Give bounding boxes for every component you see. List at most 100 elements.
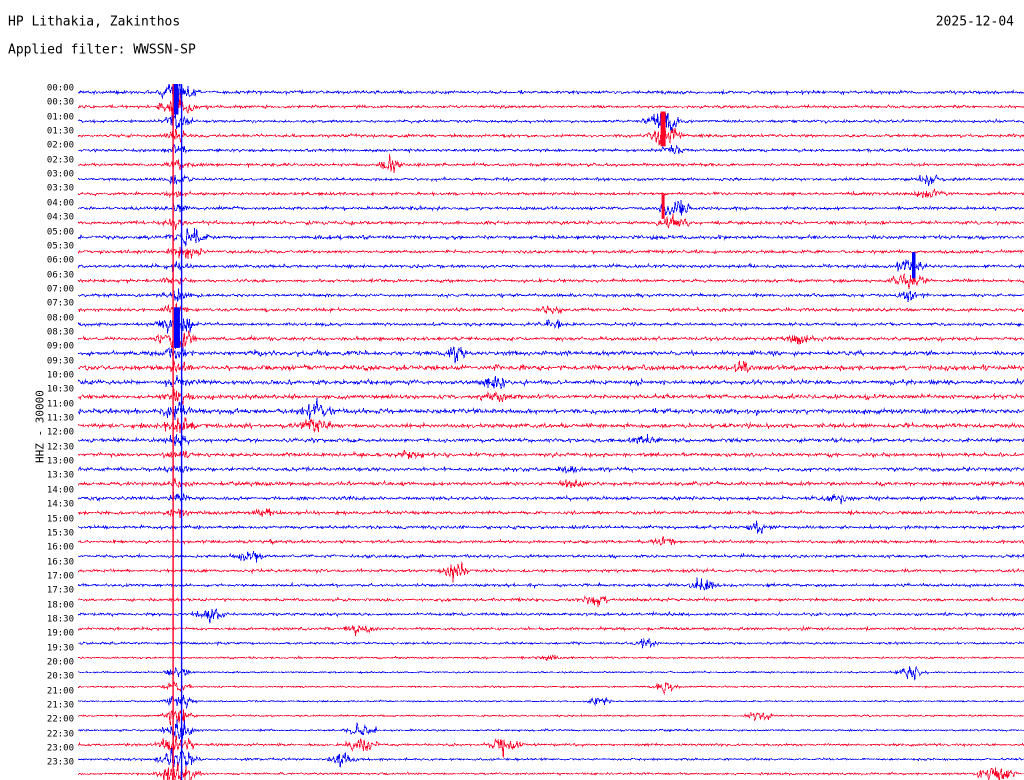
y-tick-label: 05:30 [46,241,74,252]
trace-row [78,550,1024,563]
trace-row [78,258,1024,274]
trace-row [78,465,1024,474]
trace-row [78,536,1024,546]
y-tick-label: 13:30 [46,470,74,481]
trace-row [78,153,1024,174]
y-tick-label: 00:00 [46,83,74,94]
header: HP Lithakia, Zakinthos 2025-12-04 Applie… [0,0,1024,78]
y-tick-label: 06:30 [46,270,74,281]
y-tick-label: 03:00 [46,169,74,180]
trace-row [78,389,1024,405]
y-tick-label: 14:30 [46,499,74,510]
trace-row [78,397,1024,421]
y-tick-label: 21:30 [46,700,74,711]
y-tick-label: 22:30 [46,729,74,740]
y-tick-label: 01:30 [46,126,74,137]
y-tick-label: 16:00 [46,542,74,553]
page-title: HP Lithakia, Zakinthos [8,14,181,30]
trace-row [78,719,1024,744]
trace-row [78,127,1024,146]
y-tick-label: 19:00 [46,628,74,639]
y-tick-label: 13:00 [46,456,74,467]
y-tick-label: 19:30 [46,643,74,654]
trace-row [78,477,1024,489]
trace-row [78,302,1024,316]
trace-row [78,624,1024,637]
y-tick-label: 11:30 [46,413,74,424]
trace-row [78,595,1024,607]
trace-row [78,665,1024,681]
y-tick-label: 20:30 [46,671,74,682]
y-tick-label: 15:30 [46,528,74,539]
trace-row [78,709,1024,727]
y-tick-label: 20:00 [46,657,74,668]
trace-row [78,174,1024,186]
y-tick-label: 17:30 [46,585,74,596]
y-tick-label: 12:00 [46,427,74,438]
clipped-event-spike [661,194,665,219]
y-tick-label: 23:00 [46,743,74,754]
clipped-event-spike [660,111,666,147]
trace-row [78,93,1024,116]
trace-row [78,694,1024,709]
y-tick-label: 18:30 [46,614,74,625]
trace-row [78,227,1024,247]
trace-row [78,638,1024,649]
header-filter: Applied filter: WWSSN-SP [8,42,196,58]
y-tick-label: 09:00 [46,341,74,352]
y-tick-label: 17:00 [46,571,74,582]
trace-row [78,112,1024,134]
trace-row [78,273,1024,289]
y-tick-label: 09:30 [46,356,74,367]
y-tick-label: 23:30 [46,757,74,768]
trace-row [78,735,1024,759]
trace-row [78,434,1024,446]
y-tick-label: 10:30 [46,384,74,395]
header-date: 2025-12-04 [935,14,1014,30]
y-tick-label: 22:00 [46,714,74,725]
trace-row [78,762,1024,780]
y-tick-label: 10:00 [46,370,74,381]
y-tick-label: 06:00 [46,255,74,266]
trace-row [78,188,1024,199]
y-tick-label: 01:00 [46,112,74,123]
trace-row [78,508,1024,519]
y-tick-label: 00:30 [46,97,74,108]
trace-row [78,199,1024,216]
clipped-event-spike [172,84,174,780]
trace-row [78,360,1024,374]
clipped-event-spike [912,252,916,279]
y-tick-label: 03:30 [46,183,74,194]
trace-row [78,325,1024,350]
trace-row [78,520,1024,534]
trace-row [78,375,1024,390]
y-tick-label: 18:00 [46,600,74,611]
trace-row [78,654,1024,661]
y-tick-label: 02:30 [46,155,74,166]
clipped-event-spike [173,307,180,348]
trace-row [78,143,1024,155]
y-axis-ticks: 00:00 00:30 01:00 01:30 02:00 02:30 03:00 03:30… [0,0,78,780]
trace-row [78,747,1024,770]
y-tick-label: 15:00 [46,514,74,524]
trace-row [78,449,1024,460]
y-tick-label: 07:00 [46,284,74,295]
y-tick-label: 07:30 [46,298,74,309]
trace-row [78,84,1024,104]
trace-row [78,288,1024,303]
y-tick-label: 16:30 [46,557,74,568]
clipped-event-spike [180,84,183,780]
seismogram-canvas [78,84,1024,780]
y-tick-label: 05:00 [46,227,74,237]
trace-row [78,246,1024,260]
y-tick-label: 21:00 [46,686,74,697]
y-tick-label: 04:30 [46,212,74,223]
y-tick-label: 04:00 [46,198,74,209]
y-tick-label: 08:30 [46,327,74,338]
y-tick-label: 14:00 [46,485,74,496]
clipped-event-spike [173,84,179,115]
helicorder-plot [78,84,1024,780]
trace-row [78,310,1024,334]
y-tick-label: 12:30 [46,442,74,453]
y-tick-label: 08:00 [46,313,74,324]
